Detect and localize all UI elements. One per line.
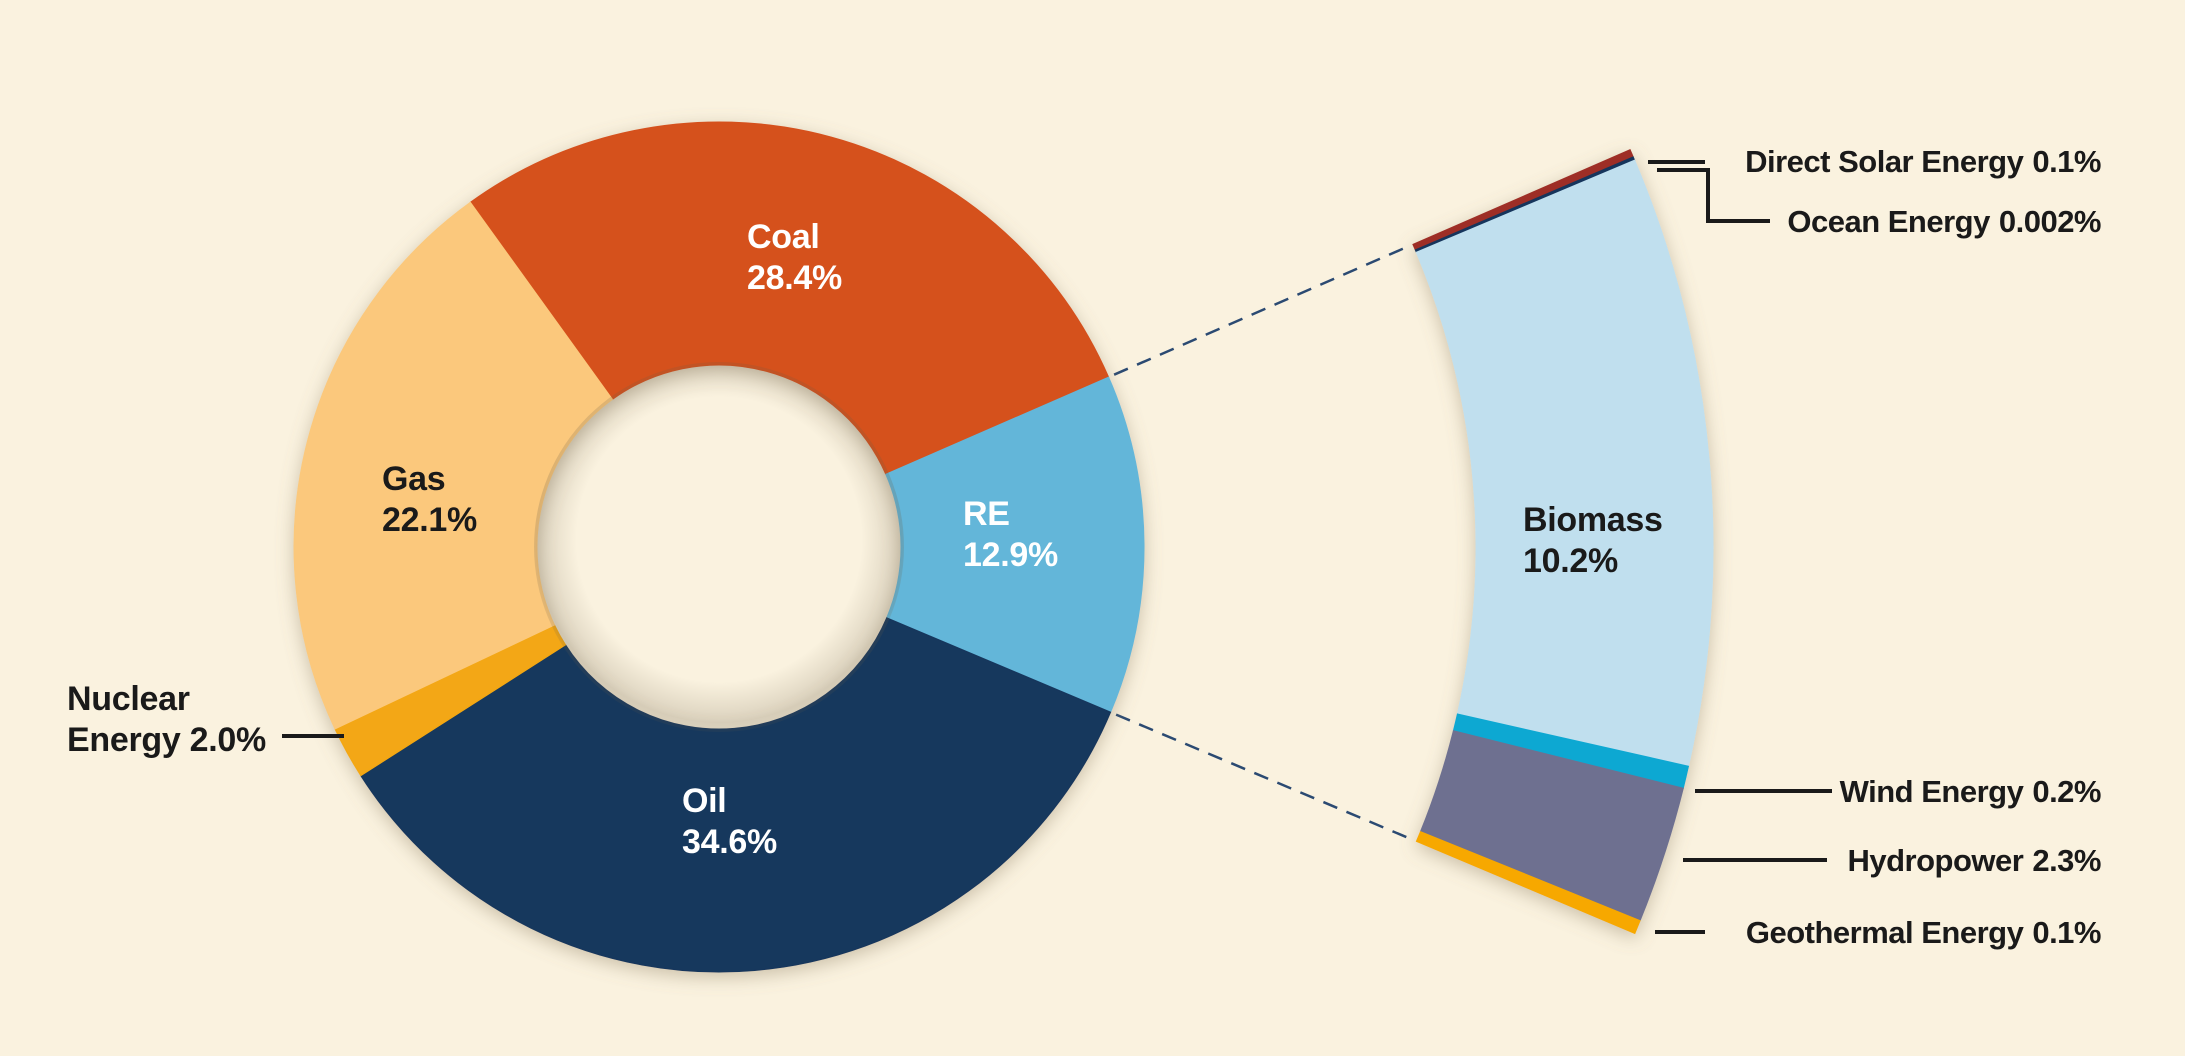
callout-label-geothermal: Geothermal Energy 0.1%	[1746, 915, 2101, 950]
chart-labels: Coal 28.4% Gas 22.1% Oil 34.6% RE 12.9% Nuclear E…	[67, 144, 2102, 950]
breakout-stripe-biomass	[1415, 159, 1714, 767]
slice-label-gas: Gas 22.1%	[382, 460, 477, 539]
breakout-label-biomass: Biomass 10.2%	[1523, 501, 1663, 580]
callout-label-direct-solar: Direct Solar Energy 0.1%	[1745, 144, 2101, 179]
callout-label-wind: Wind Energy 0.2%	[1840, 774, 2101, 809]
slice-label-nuclear: Nuclear Energy 2.0%	[67, 680, 266, 759]
leader-lines	[282, 160, 1832, 934]
slice-label-coal: Coal 28.4%	[747, 218, 842, 297]
hole-inner-shadow	[534, 362, 904, 732]
connector-dashed-top	[1113, 245, 1409, 376]
breakout-stripe-geothermal	[1415, 830, 1641, 935]
breakout-band	[1412, 149, 1714, 935]
slice-label-re: RE 12.9%	[963, 495, 1058, 574]
callout-label-ocean: Ocean Energy 0.002%	[1787, 204, 2101, 239]
callout-label-hydro: Hydropower 2.3%	[1847, 843, 2101, 878]
breakout-connectors	[1113, 245, 1413, 841]
connector-dashed-bottom	[1115, 713, 1413, 841]
donut-hole	[534, 362, 904, 732]
slice-label-oil: Oil 34.6%	[682, 782, 777, 861]
leader-bracket-ocean	[1657, 168, 1770, 223]
